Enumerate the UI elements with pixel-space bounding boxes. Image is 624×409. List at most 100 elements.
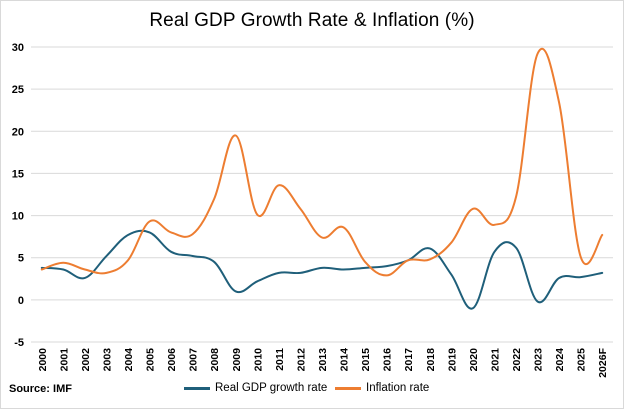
data-point-real-gdp-growth-rate: [364, 267, 366, 269]
data-point-inflation-rate: [558, 101, 560, 103]
source-note: Source: IMF: [9, 383, 72, 395]
x-tick-label: 2025: [576, 348, 588, 372]
x-tick-label: 2026F: [597, 347, 609, 377]
series-line-inflation-rate: [40, 47, 604, 277]
data-point-real-gdp-growth-rate: [601, 272, 603, 274]
data-point-inflation-rate: [579, 256, 581, 258]
data-point-inflation-rate: [191, 233, 193, 235]
gridlines: [31, 46, 613, 343]
data-point-inflation-rate: [321, 236, 323, 238]
data-point-inflation-rate: [256, 214, 258, 216]
y-tick-label: 15: [12, 168, 24, 180]
x-tick-label: 2013: [317, 348, 329, 372]
chart-title: Real GDP Growth Rate & Inflation (%): [149, 10, 475, 31]
data-point-inflation-rate: [385, 274, 387, 276]
data-point-real-gdp-growth-rate: [148, 231, 150, 233]
x-tick-label: 2012: [295, 348, 307, 372]
legend-swatch-inflation: [335, 386, 361, 390]
data-point-real-gdp-growth-rate: [235, 290, 237, 292]
x-tick-label: 2011: [274, 348, 286, 371]
x-tick-label: 2007: [188, 348, 200, 372]
data-point-real-gdp-growth-rate: [385, 265, 387, 267]
data-point-inflation-rate: [493, 224, 495, 226]
y-tick-label: 0: [18, 295, 24, 307]
x-tick-label: 2015: [360, 348, 372, 372]
y-tick-label: 10: [12, 211, 24, 223]
x-tick-label: 2000: [37, 348, 49, 372]
x-tick-label: 2006: [166, 348, 178, 372]
data-point-inflation-rate: [472, 208, 474, 210]
data-point-inflation-rate: [515, 196, 517, 198]
data-point-real-gdp-growth-rate: [342, 268, 344, 270]
data-point-real-gdp-growth-rate: [536, 300, 538, 302]
data-point-real-gdp-growth-rate: [256, 280, 258, 282]
data-point-real-gdp-growth-rate: [515, 246, 517, 248]
data-point-inflation-rate: [429, 258, 431, 260]
data-point-inflation-rate: [407, 259, 409, 261]
legend-item-real-gdp: Real GDP growth rate: [184, 382, 327, 394]
data-point-real-gdp-growth-rate: [84, 277, 86, 279]
x-tick-label: 2021: [489, 348, 501, 372]
data-point-real-gdp-growth-rate: [472, 307, 474, 309]
series-lines: [40, 47, 604, 310]
data-point-real-gdp-growth-rate: [105, 255, 107, 257]
data-point-real-gdp-growth-rate: [299, 272, 301, 274]
legend-label-real-gdp: Real GDP growth rate: [215, 382, 328, 394]
data-point-inflation-rate: [536, 53, 538, 55]
x-tick-label: 2022: [511, 348, 523, 372]
data-point-real-gdp-growth-rate: [213, 261, 215, 263]
x-tick-label: 2024: [554, 348, 566, 372]
data-point-real-gdp-growth-rate: [62, 268, 64, 270]
x-tick-label: 2004: [123, 348, 135, 372]
data-point-real-gdp-growth-rate: [579, 276, 581, 278]
data-point-inflation-rate: [170, 231, 172, 233]
data-point-real-gdp-growth-rate: [170, 251, 172, 253]
x-tick-label: 2019: [446, 348, 458, 372]
x-tick-label: 2008: [209, 348, 221, 372]
data-point-inflation-rate: [127, 259, 129, 261]
x-tick-label: 2010: [252, 348, 264, 372]
y-axis: -5 0 5 10 15 20 25 30: [12, 42, 24, 349]
legend-item-inflation: Inflation rate: [335, 382, 429, 394]
data-point-inflation-rate: [278, 184, 280, 186]
data-point-inflation-rate: [41, 268, 43, 270]
x-tick-label: 2018: [425, 348, 437, 372]
data-point-real-gdp-growth-rate: [558, 277, 560, 279]
data-point-real-gdp-growth-rate: [429, 247, 431, 249]
x-tick-label: 2005: [145, 348, 157, 372]
data-point-inflation-rate: [148, 220, 150, 222]
data-point-inflation-rate: [105, 272, 107, 274]
x-tick-label: 2020: [468, 348, 480, 372]
y-tick-label: 30: [12, 42, 24, 54]
y-tick-label: 20: [12, 126, 24, 138]
y-tick-label: 25: [12, 84, 24, 96]
data-point-real-gdp-growth-rate: [493, 251, 495, 253]
data-point-inflation-rate: [84, 268, 86, 270]
x-tick-label: 2002: [80, 348, 92, 372]
legend: Real GDP growth rate Inflation rate: [1, 382, 623, 398]
data-point-inflation-rate: [299, 208, 301, 210]
data-point-real-gdp-growth-rate: [321, 267, 323, 269]
x-axis: 2000 2001 2002 2003 2004 2005 2006 2007 2008 2009…: [37, 347, 609, 377]
y-tick-label: 5: [18, 253, 24, 265]
y-tick-label: -5: [14, 337, 24, 349]
data-point-real-gdp-growth-rate: [127, 234, 129, 236]
x-tick-label: 2023: [533, 348, 545, 372]
data-point-inflation-rate: [213, 198, 215, 200]
data-point-real-gdp-growth-rate: [450, 273, 452, 275]
data-point-inflation-rate: [450, 241, 452, 243]
x-tick-label: 2003: [101, 348, 113, 372]
series-line-real-gdp-growth-rate: [40, 229, 604, 310]
x-tick-label: 2014: [339, 348, 351, 372]
x-tick-label: 2001: [58, 348, 70, 372]
x-tick-label: 2016: [382, 348, 394, 372]
data-point-inflation-rate: [235, 134, 237, 136]
x-tick-label: 2017: [403, 348, 415, 372]
legend-label-inflation: Inflation rate: [366, 382, 430, 394]
data-point-inflation-rate: [342, 226, 344, 228]
data-point-inflation-rate: [364, 261, 366, 263]
x-tick-label: 2009: [231, 348, 243, 372]
data-point-real-gdp-growth-rate: [278, 272, 280, 274]
